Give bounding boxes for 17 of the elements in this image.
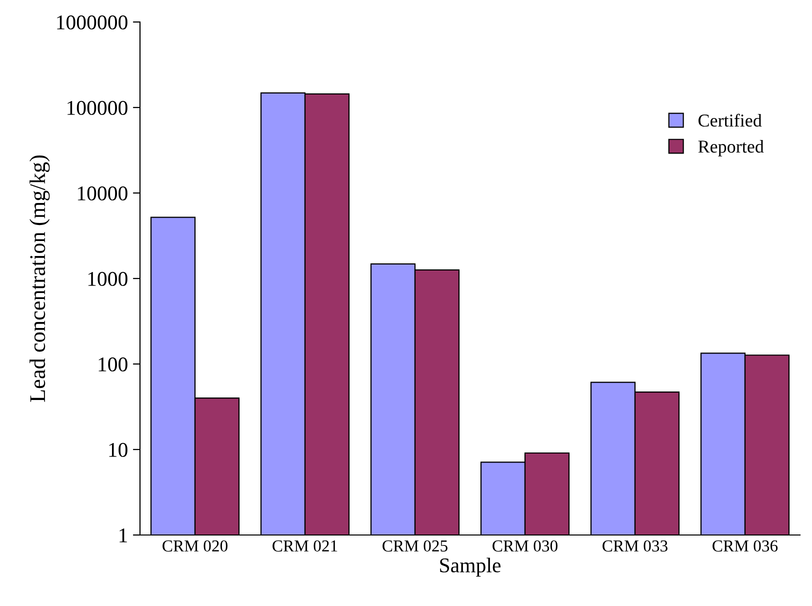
y-tick-label: 10000 bbox=[78, 186, 128, 200]
y-tick-label: 100 bbox=[98, 357, 128, 372]
x-tick-label: CRM 030 bbox=[492, 540, 558, 552]
y-axis-title: Lead concentration (mg/kg) bbox=[30, 155, 50, 402]
y-tick-label: 100000 bbox=[68, 100, 128, 115]
y-tick-label: 1 bbox=[120, 528, 127, 542]
x-tick-label: CRM 021 bbox=[272, 540, 338, 552]
x-tick-label: CRM 025 bbox=[382, 540, 448, 552]
y-tick-label: 1000000 bbox=[57, 15, 128, 30]
y-tick-label: 10 bbox=[109, 442, 128, 457]
x-tick-label: CRM 020 bbox=[162, 540, 228, 552]
y-tick-label: 1000 bbox=[88, 272, 128, 286]
legend-label: Reported bbox=[698, 140, 764, 156]
x-axis-title: Sample bbox=[440, 558, 501, 577]
x-tick-label: CRM 036 bbox=[712, 540, 778, 552]
x-tick-label: CRM 033 bbox=[602, 540, 668, 552]
legend-label: Certified bbox=[698, 114, 762, 127]
